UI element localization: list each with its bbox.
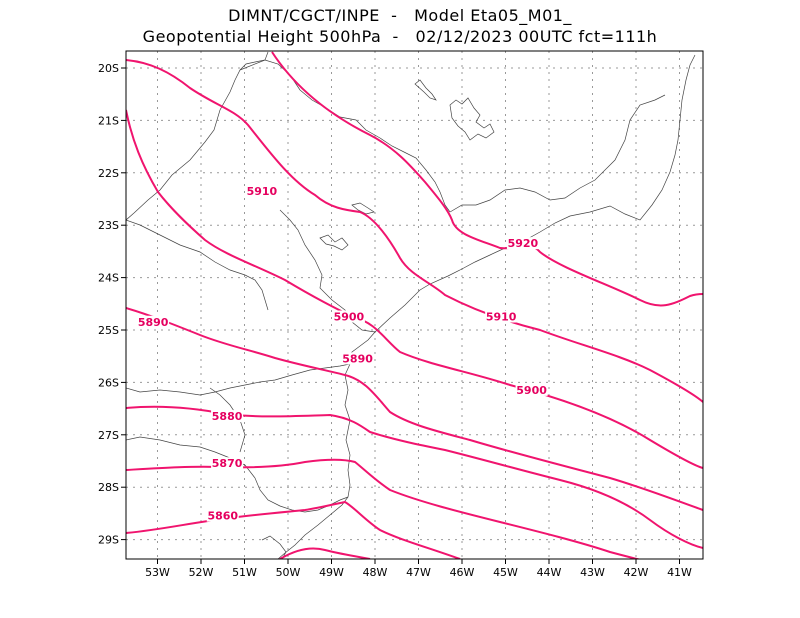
lat-tick-label: 26S	[98, 376, 119, 389]
lon-tick-label: 53W	[145, 566, 170, 579]
latitude-tick-labels: 20S 21S 22S 23S 24S 25S 26S 27S 28S 29S	[98, 62, 126, 547]
state-border-ms-sp	[126, 219, 269, 311]
reservoir-2	[414, 79, 437, 101]
contour-label: 5910	[247, 185, 278, 198]
contour-label: 5870	[212, 457, 243, 470]
state-border-sp-pr	[279, 54, 696, 333]
lon-tick-label: 47W	[406, 566, 431, 579]
lat-tick-label: 23S	[98, 219, 119, 232]
lat-tick-label: 27S	[98, 429, 119, 442]
contour-label: 5890	[138, 316, 169, 329]
graticule	[126, 51, 703, 559]
contour-5850	[279, 547, 371, 559]
lon-tick-label: 51W	[232, 566, 257, 579]
lon-tick-label: 52W	[189, 566, 214, 579]
contour-labels: 5920 5910 5910 5900 5900 5890 5890 5880 5870 5860	[137, 184, 548, 523]
contour-lines	[126, 51, 703, 559]
contour-label: 5890	[342, 352, 373, 365]
map-title-line-2: Geopotential Height 500hPa - 02/12/2023 …	[142, 27, 658, 46]
lat-tick-label: 20S	[98, 62, 119, 75]
lon-tick-label: 42W	[624, 566, 649, 579]
contour-label-background	[332, 310, 365, 323]
lon-tick-label: 45W	[493, 566, 518, 579]
lagoon-south	[261, 535, 287, 559]
contour-label-background	[211, 410, 244, 423]
lon-tick-label: 43W	[580, 566, 605, 579]
contour-label-background	[211, 457, 244, 470]
lat-tick-label: 29S	[98, 534, 119, 547]
lon-tick-label: 48W	[363, 566, 388, 579]
reservoir-3	[319, 234, 349, 251]
lon-tick-label: 49W	[319, 566, 344, 579]
lat-tick-label: 22S	[98, 167, 119, 180]
contour-label: 5900	[516, 384, 547, 397]
contour-5860	[126, 500, 461, 559]
coastline	[126, 51, 269, 221]
contour-label-background	[506, 237, 539, 250]
state-border-sc-rs	[126, 436, 349, 513]
state-border-mg-rj	[449, 94, 666, 213]
contour-label-background	[341, 352, 374, 365]
reservoir-1	[449, 97, 495, 141]
lon-tick-label: 41W	[667, 566, 692, 579]
contour-label: 5920	[508, 237, 539, 250]
lon-tick-label: 44W	[537, 566, 562, 579]
lat-tick-label: 28S	[98, 481, 119, 494]
contour-5870	[126, 458, 642, 559]
map-frame	[125, 50, 704, 560]
lon-tick-label: 50W	[276, 566, 301, 579]
contour-label: 5880	[212, 410, 243, 423]
contour-5890	[126, 307, 703, 511]
longitude-tick-labels: 53W 52W 51W 50W 49W 48W 47W 46W 45W 44W 43W 42W 41W	[145, 559, 692, 579]
contour-label-background	[245, 184, 278, 197]
contour-5910	[126, 59, 703, 403]
contour-label-background	[206, 509, 239, 522]
map-basemap	[126, 51, 696, 559]
lat-tick-label: 25S	[98, 324, 119, 337]
lon-tick-label: 46W	[450, 566, 475, 579]
contour-label: 5910	[486, 311, 517, 324]
reservoir-4	[351, 202, 375, 215]
contour-label: 5860	[207, 510, 238, 523]
map-title-line-1: DIMNT/CGCT/INPE - Model Eta05_M01_	[228, 6, 572, 25]
lat-tick-label: 24S	[98, 272, 119, 285]
lat-tick-label: 21S	[98, 114, 119, 127]
contour-label-background	[515, 383, 548, 396]
contour-label-background	[137, 315, 170, 328]
contour-5920	[271, 51, 703, 307]
sc-coast	[277, 363, 351, 559]
contour-label: 5900	[334, 311, 365, 324]
contour-label-background	[485, 310, 518, 323]
contour-5880	[126, 405, 703, 549]
